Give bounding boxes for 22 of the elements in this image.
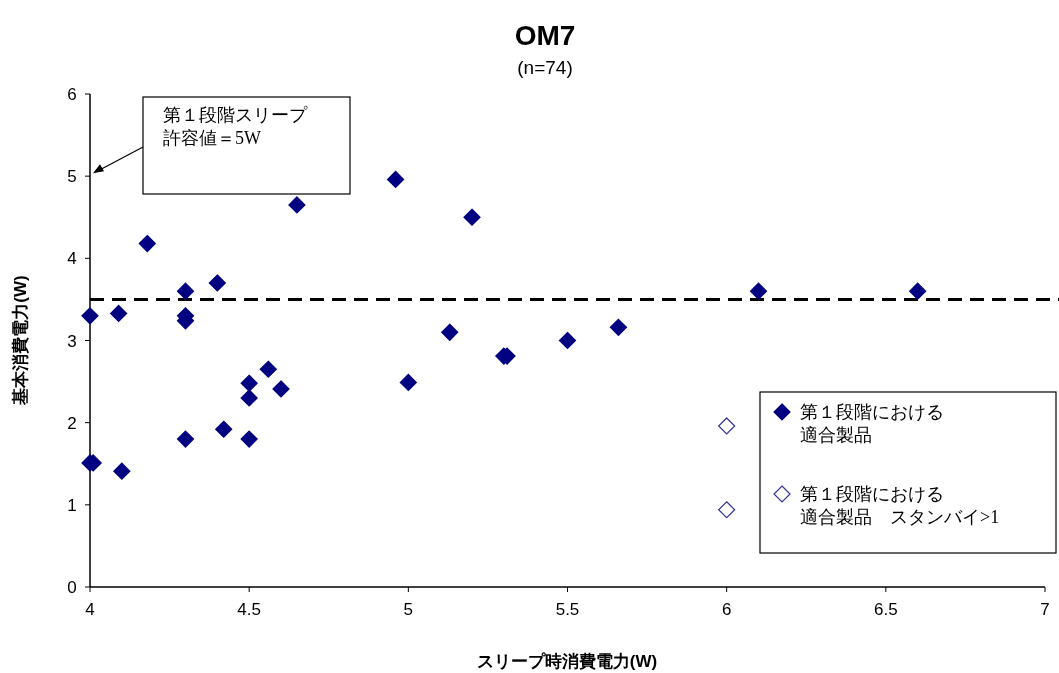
x-tick-label: 7 [1040, 600, 1050, 619]
y-tick-label: 6 [67, 85, 77, 104]
legend: 第１段階における適合製品 第１段階における適合製品 スタンバイ>1 [759, 391, 1057, 554]
x-tick-label: 6.5 [874, 600, 898, 619]
chart-subtitle: (n=74) [517, 57, 573, 78]
chart-title: OM7 [514, 20, 576, 51]
x-tick-label: 5 [403, 600, 414, 619]
y-tick-label: 3 [67, 331, 77, 351]
x-axis-title: スリープ時消費電力(W) [476, 652, 658, 671]
x-tick-label: 6 [721, 600, 732, 619]
x-tick-label: 5.5 [555, 600, 580, 619]
y-tick-label: 1 [67, 495, 77, 515]
y-tick-label: 4 [67, 249, 77, 269]
legend-label: 第１段階における適合製品 [800, 402, 944, 445]
legend-label: 第１段階における適合製品 スタンバイ>1 [800, 484, 1000, 527]
x-tick-label: 4.5 [237, 600, 261, 619]
y-tick-label: 5 [67, 167, 77, 187]
annotation: 第１段階スリープ許容値＝5W [163, 105, 308, 148]
y-tick-label: 2 [67, 413, 77, 433]
x-tick-label: 4 [85, 600, 95, 619]
y-axis-title: 基本消費電力(W) [11, 275, 30, 406]
y-tick-label: 0 [67, 578, 77, 597]
